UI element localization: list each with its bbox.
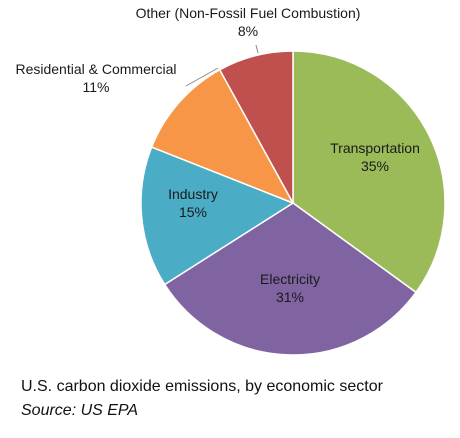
pie-slices	[140, 50, 446, 356]
slice-label-electricity: Electricity	[260, 271, 320, 287]
pie-slice-electricity	[163, 202, 418, 356]
caption-source: Source: US EPA	[21, 402, 139, 419]
pie-slice-transportation	[292, 50, 446, 294]
leader-line-residential-and-commercial	[185, 67, 219, 87]
pie-slice-other-non-fossil-fuel-combustion	[218, 50, 294, 204]
pie-labels: Transportation 35% Electricity 31% Industry 1…	[15, 5, 419, 305]
leader-line-other-non-fossil-fuel-combustion	[255, 44, 259, 54]
slice-label-transportation: Transportation	[330, 140, 420, 156]
slice-label-other-non-fossil-fuel-combustion: Other (Non-Fossil Fuel Combustion)	[136, 5, 361, 21]
slice-label-industry: Industry	[168, 186, 218, 202]
slice-value-transportation: 35%	[361, 158, 389, 174]
caption-title: U.S. carbon dioxide emissions, by econom…	[21, 378, 383, 395]
pie-slice-industry	[140, 146, 295, 286]
slice-value-residential-and-commercial: 11%	[83, 79, 110, 95]
slice-value-other-non-fossil-fuel-combustion: 8%	[238, 23, 258, 39]
chart-caption: U.S. carbon dioxide emissions, by econom…	[21, 375, 383, 423]
slice-value-industry: 15%	[179, 204, 207, 220]
slice-label-residential-and-commercial: Residential & Commercial	[15, 61, 176, 77]
pie-slice-residential-and-commercial	[150, 68, 295, 205]
slice-value-electricity: 31%	[276, 289, 304, 305]
